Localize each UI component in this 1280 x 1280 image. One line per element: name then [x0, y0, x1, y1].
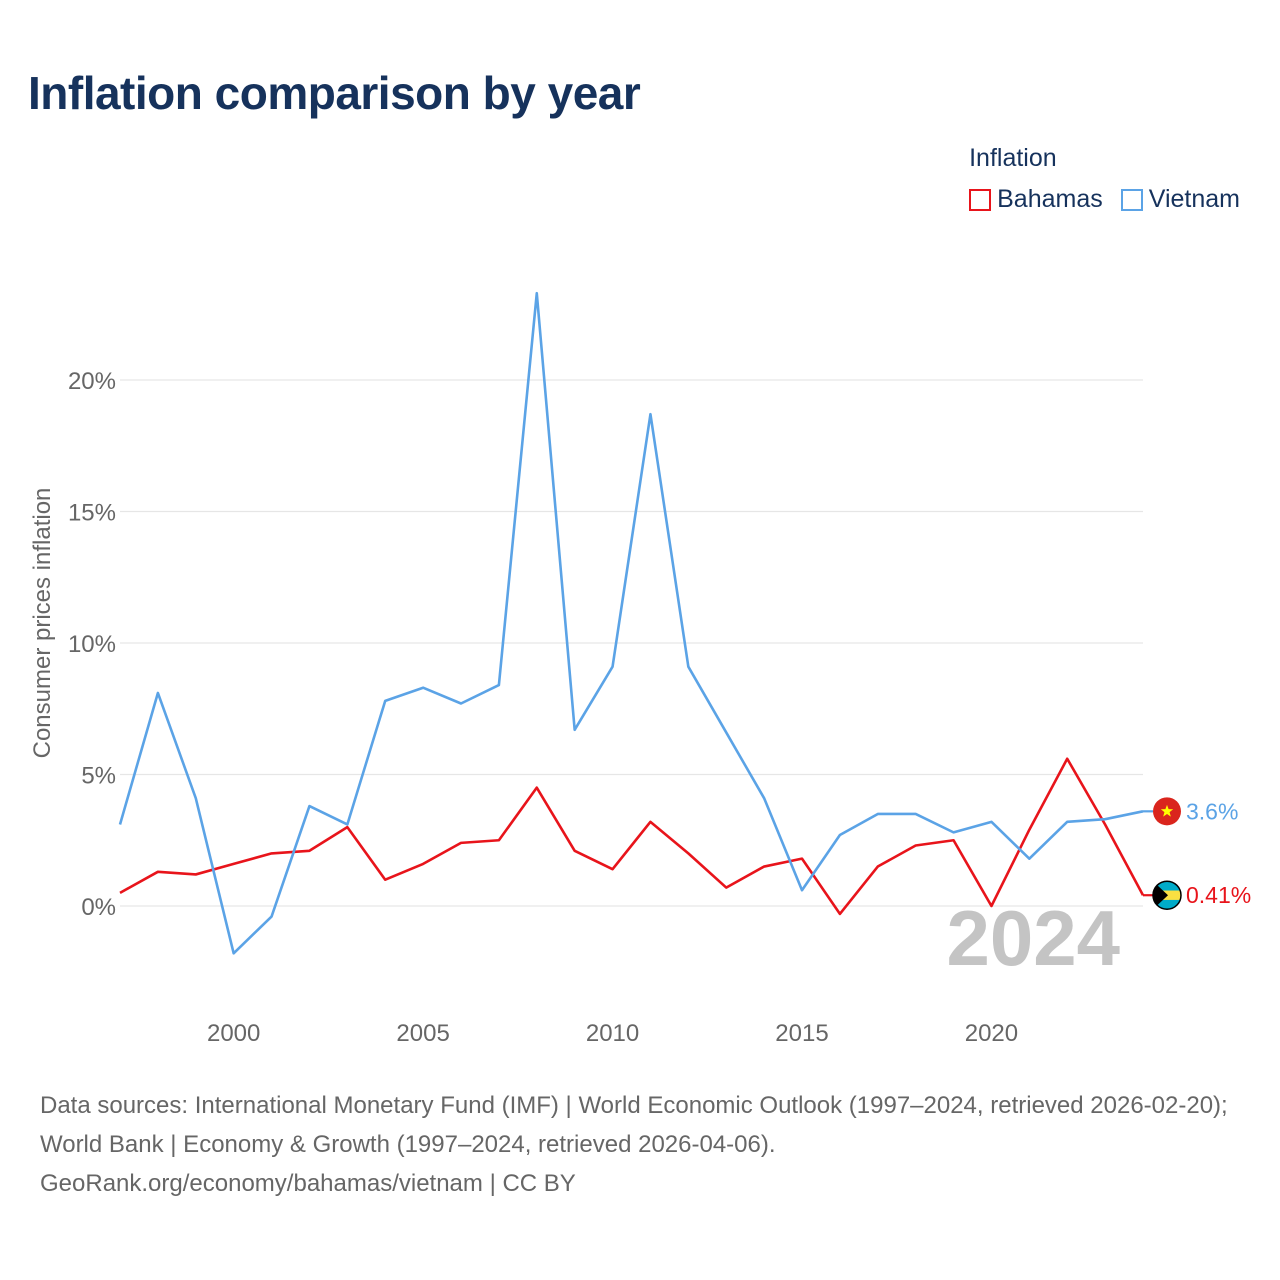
y-tick-label: 0%: [81, 894, 116, 921]
x-tick-label: 2020: [965, 1020, 1018, 1047]
chart-title: Inflation comparison by year: [28, 67, 641, 119]
vietnam-flag: [1153, 797, 1181, 826]
attribution-link[interactable]: GeoRank.org/economy/bahamas/vietnam | CC…: [40, 1170, 576, 1197]
series-line-vietnam: [118, 291, 1144, 955]
legend-item-vietnam[interactable]: Vietnam: [1120, 185, 1240, 214]
y-tick-label: 5%: [81, 763, 116, 790]
series-line-bahamas: [119, 757, 1145, 916]
end-value-label: 3.6%: [1186, 798, 1238, 824]
y-tick-label: 20%: [68, 368, 116, 395]
source-text: Data sources: International Monetary Fun…: [40, 1092, 1228, 1158]
legend-label-vietnam: Vietnam: [1148, 185, 1240, 213]
data-source-note: Data sources: International Monetary Fun…: [40, 1086, 1250, 1203]
legend-swatch-bahamas: [969, 188, 992, 211]
y-axis-label: Consumer prices inflation: [29, 488, 56, 759]
x-tick-label: 2010: [586, 1020, 639, 1047]
end-marker-vietnam: 3.6%: [1143, 797, 1238, 826]
year-watermark: 2024: [946, 894, 1120, 982]
legend-swatch-vietnam: [1120, 188, 1143, 211]
legend: Inflation Bahamas Vietnam: [969, 144, 1240, 214]
bahamas-flag: [1153, 881, 1181, 910]
legend-title: Inflation: [969, 144, 1057, 172]
legend-label-bahamas: Bahamas: [997, 185, 1103, 213]
legend-item-bahamas[interactable]: Bahamas: [969, 185, 1103, 214]
y-tick-label: 10%: [68, 631, 116, 658]
line-chart: 2024 2000 2005 2010 2015 2020 0%5%10%15%20% …: [29, 291, 1251, 1047]
x-tick-label: 2005: [396, 1020, 449, 1047]
x-tick-label: 2015: [775, 1020, 828, 1047]
x-tick-label: 2000: [207, 1020, 260, 1047]
end-marker-bahamas: 0.41%: [1143, 880, 1251, 910]
end-value-label: 0.41%: [1186, 882, 1251, 908]
y-tick-label: 15%: [68, 500, 116, 527]
